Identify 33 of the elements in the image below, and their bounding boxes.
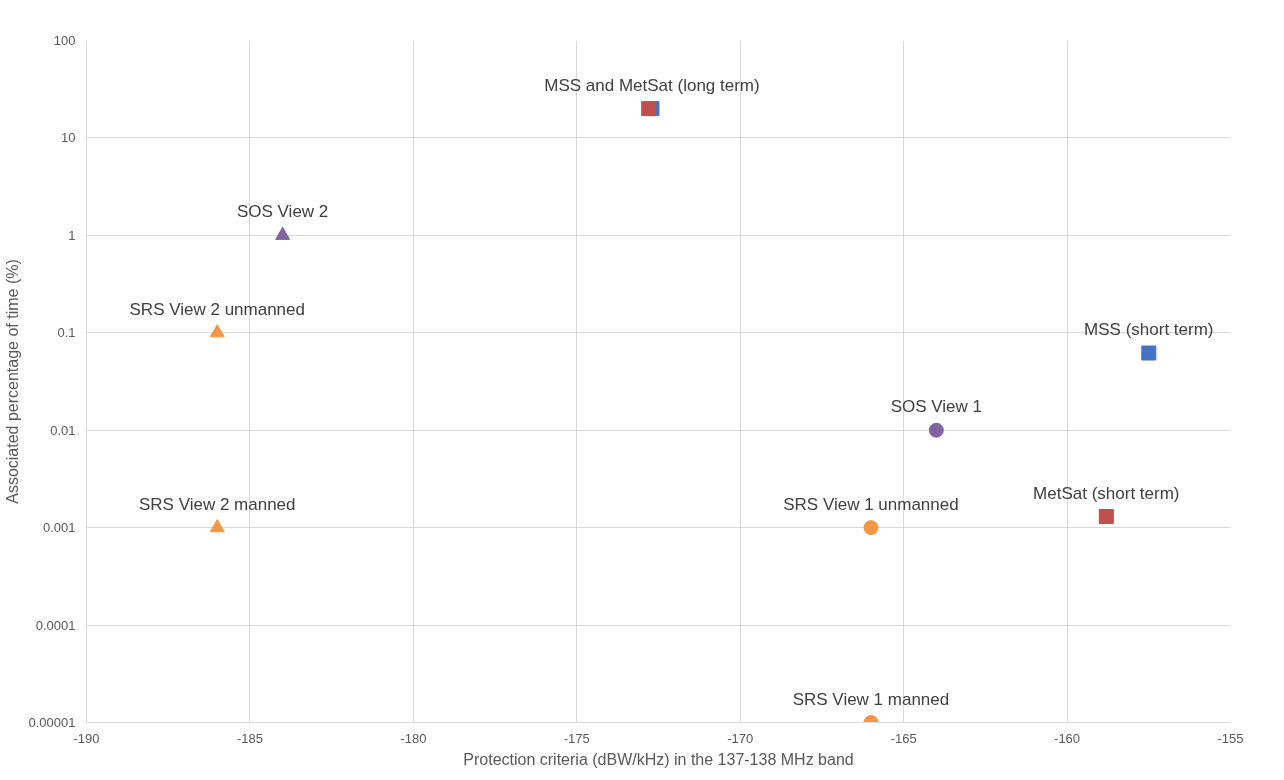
x-tick-label: -185 [236,730,263,746]
y-axis-title: Associated percentage of time (%) [3,259,21,504]
x-tick-label: -155 [1217,730,1244,746]
y-tick-label: 0.00001 [28,715,76,730]
x-tick-label: -170 [727,730,754,746]
x-tick-label: -160 [1054,730,1081,746]
y-tick-label: 0.01 [50,422,76,438]
x-tick-label: -190 [73,730,100,746]
annotation: MSS (short term) [1084,320,1214,340]
annotation: SRS View 2 manned [138,494,296,514]
point [928,422,944,438]
annotation: SOS View 1 [890,397,982,417]
annotation: MetSat (short term) [1033,483,1180,503]
y-tick-label: 100 [53,33,76,48]
point [209,519,225,533]
annotation: SRS View 1 manned [792,689,950,709]
y-tick-label: 0.0001 [35,617,76,633]
x-tick-label: -180 [400,730,427,746]
x-tick-label: -175 [563,730,590,746]
annotation: SRS View 1 unmanned [783,494,959,514]
y-tick-label: 1 [68,227,76,243]
point [209,324,225,338]
annotation: SRS View 2 unmanned [129,299,305,319]
annotation: SOS View 2 [236,202,329,222]
y-tick-label: 10 [61,130,76,146]
x-axis-title: Protection criteria (dBW/kHz) in the 137-138 MHz band [463,750,854,768]
x-tick-label: -165 [890,730,917,746]
y-tick-label: 0.001 [42,520,76,536]
point [1098,509,1114,525]
point [1141,345,1157,361]
point [863,520,879,536]
y-tick-label: 0.1 [57,325,76,341]
annotation: MSS and MetSat (long term) [544,75,760,95]
